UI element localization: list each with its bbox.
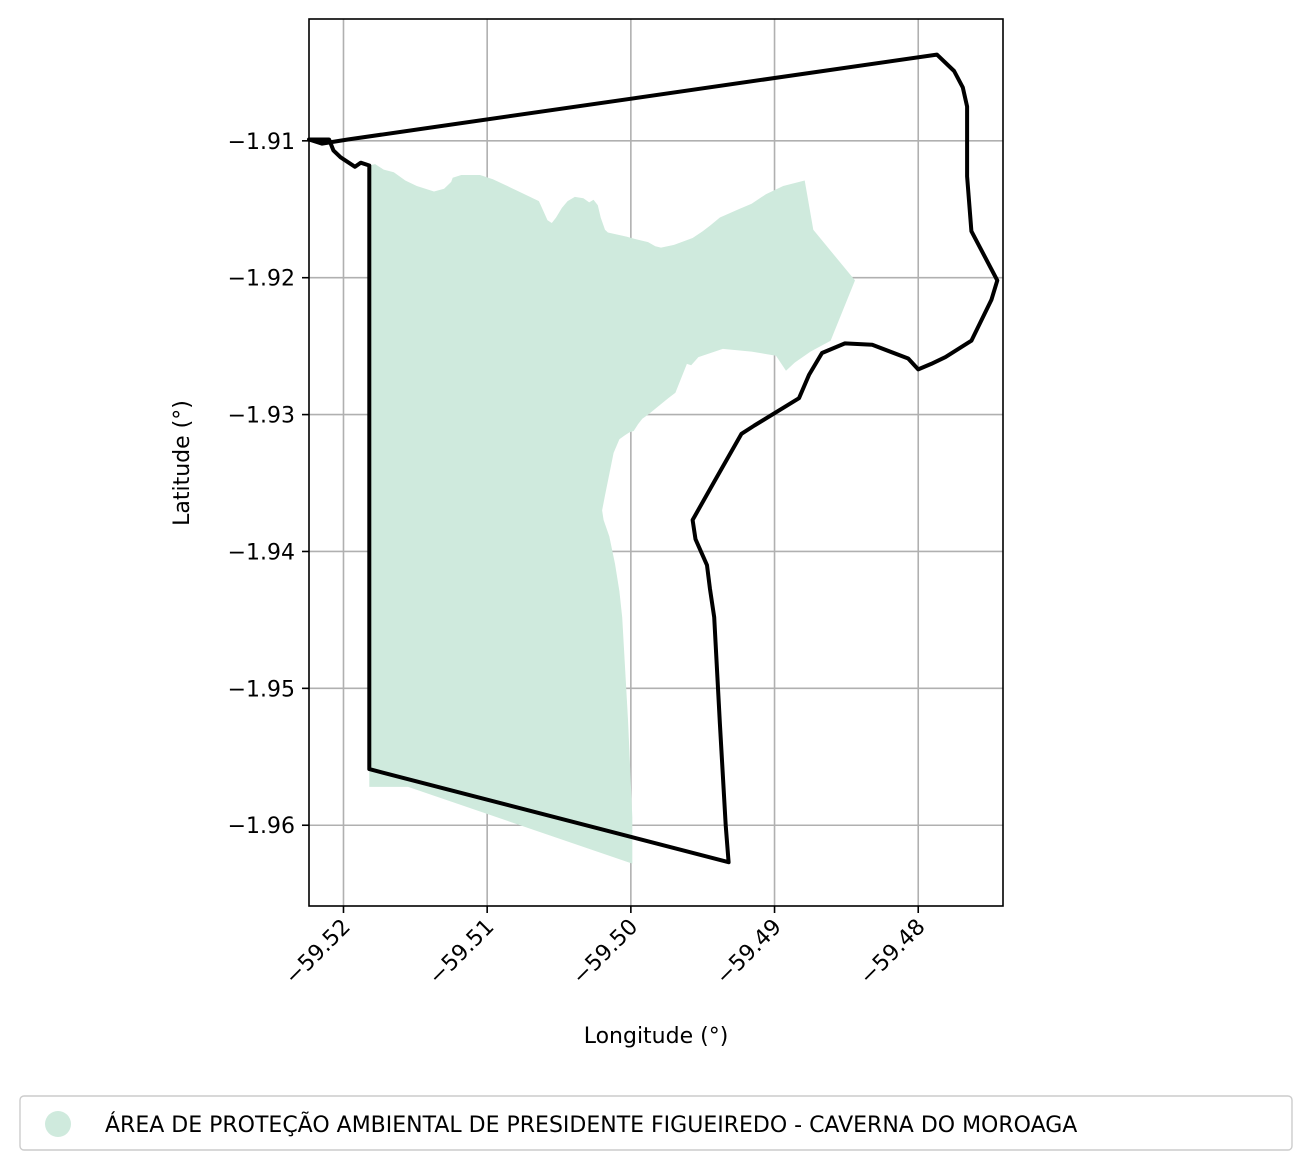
legend-label: ÁREA DE PROTEÇÃO AMBIENTAL DE PRESIDENTE… bbox=[105, 1111, 1077, 1138]
protected-area-fill bbox=[369, 164, 855, 864]
grid-lines bbox=[309, 19, 1003, 906]
protected-area-boundary bbox=[307, 52, 1000, 865]
y-axis-ticks: −1.91 −1.92 −1.93 −1.94 −1.95 −1.96 bbox=[228, 130, 309, 839]
legend-box bbox=[19, 1095, 1293, 1151]
y-tick-label: −1.94 bbox=[228, 540, 295, 565]
y-tick-label: −1.96 bbox=[228, 814, 295, 839]
legend: ÁREA DE PROTEÇÃO AMBIENTAL DE PRESIDENTE… bbox=[19, 1095, 1293, 1151]
x-axis-label: Longitude (°) bbox=[584, 1024, 729, 1049]
y-tick-label: −1.91 bbox=[228, 130, 295, 155]
legend-marker bbox=[45, 1111, 71, 1137]
protected-area-layer bbox=[307, 52, 1000, 865]
y-tick-label: −1.93 bbox=[228, 404, 295, 429]
y-axis-label: Latitude (°) bbox=[170, 400, 195, 526]
y-tick-label: −1.92 bbox=[228, 267, 295, 292]
y-tick-label: −1.95 bbox=[228, 677, 295, 702]
plot-frame bbox=[308, 18, 1004, 907]
